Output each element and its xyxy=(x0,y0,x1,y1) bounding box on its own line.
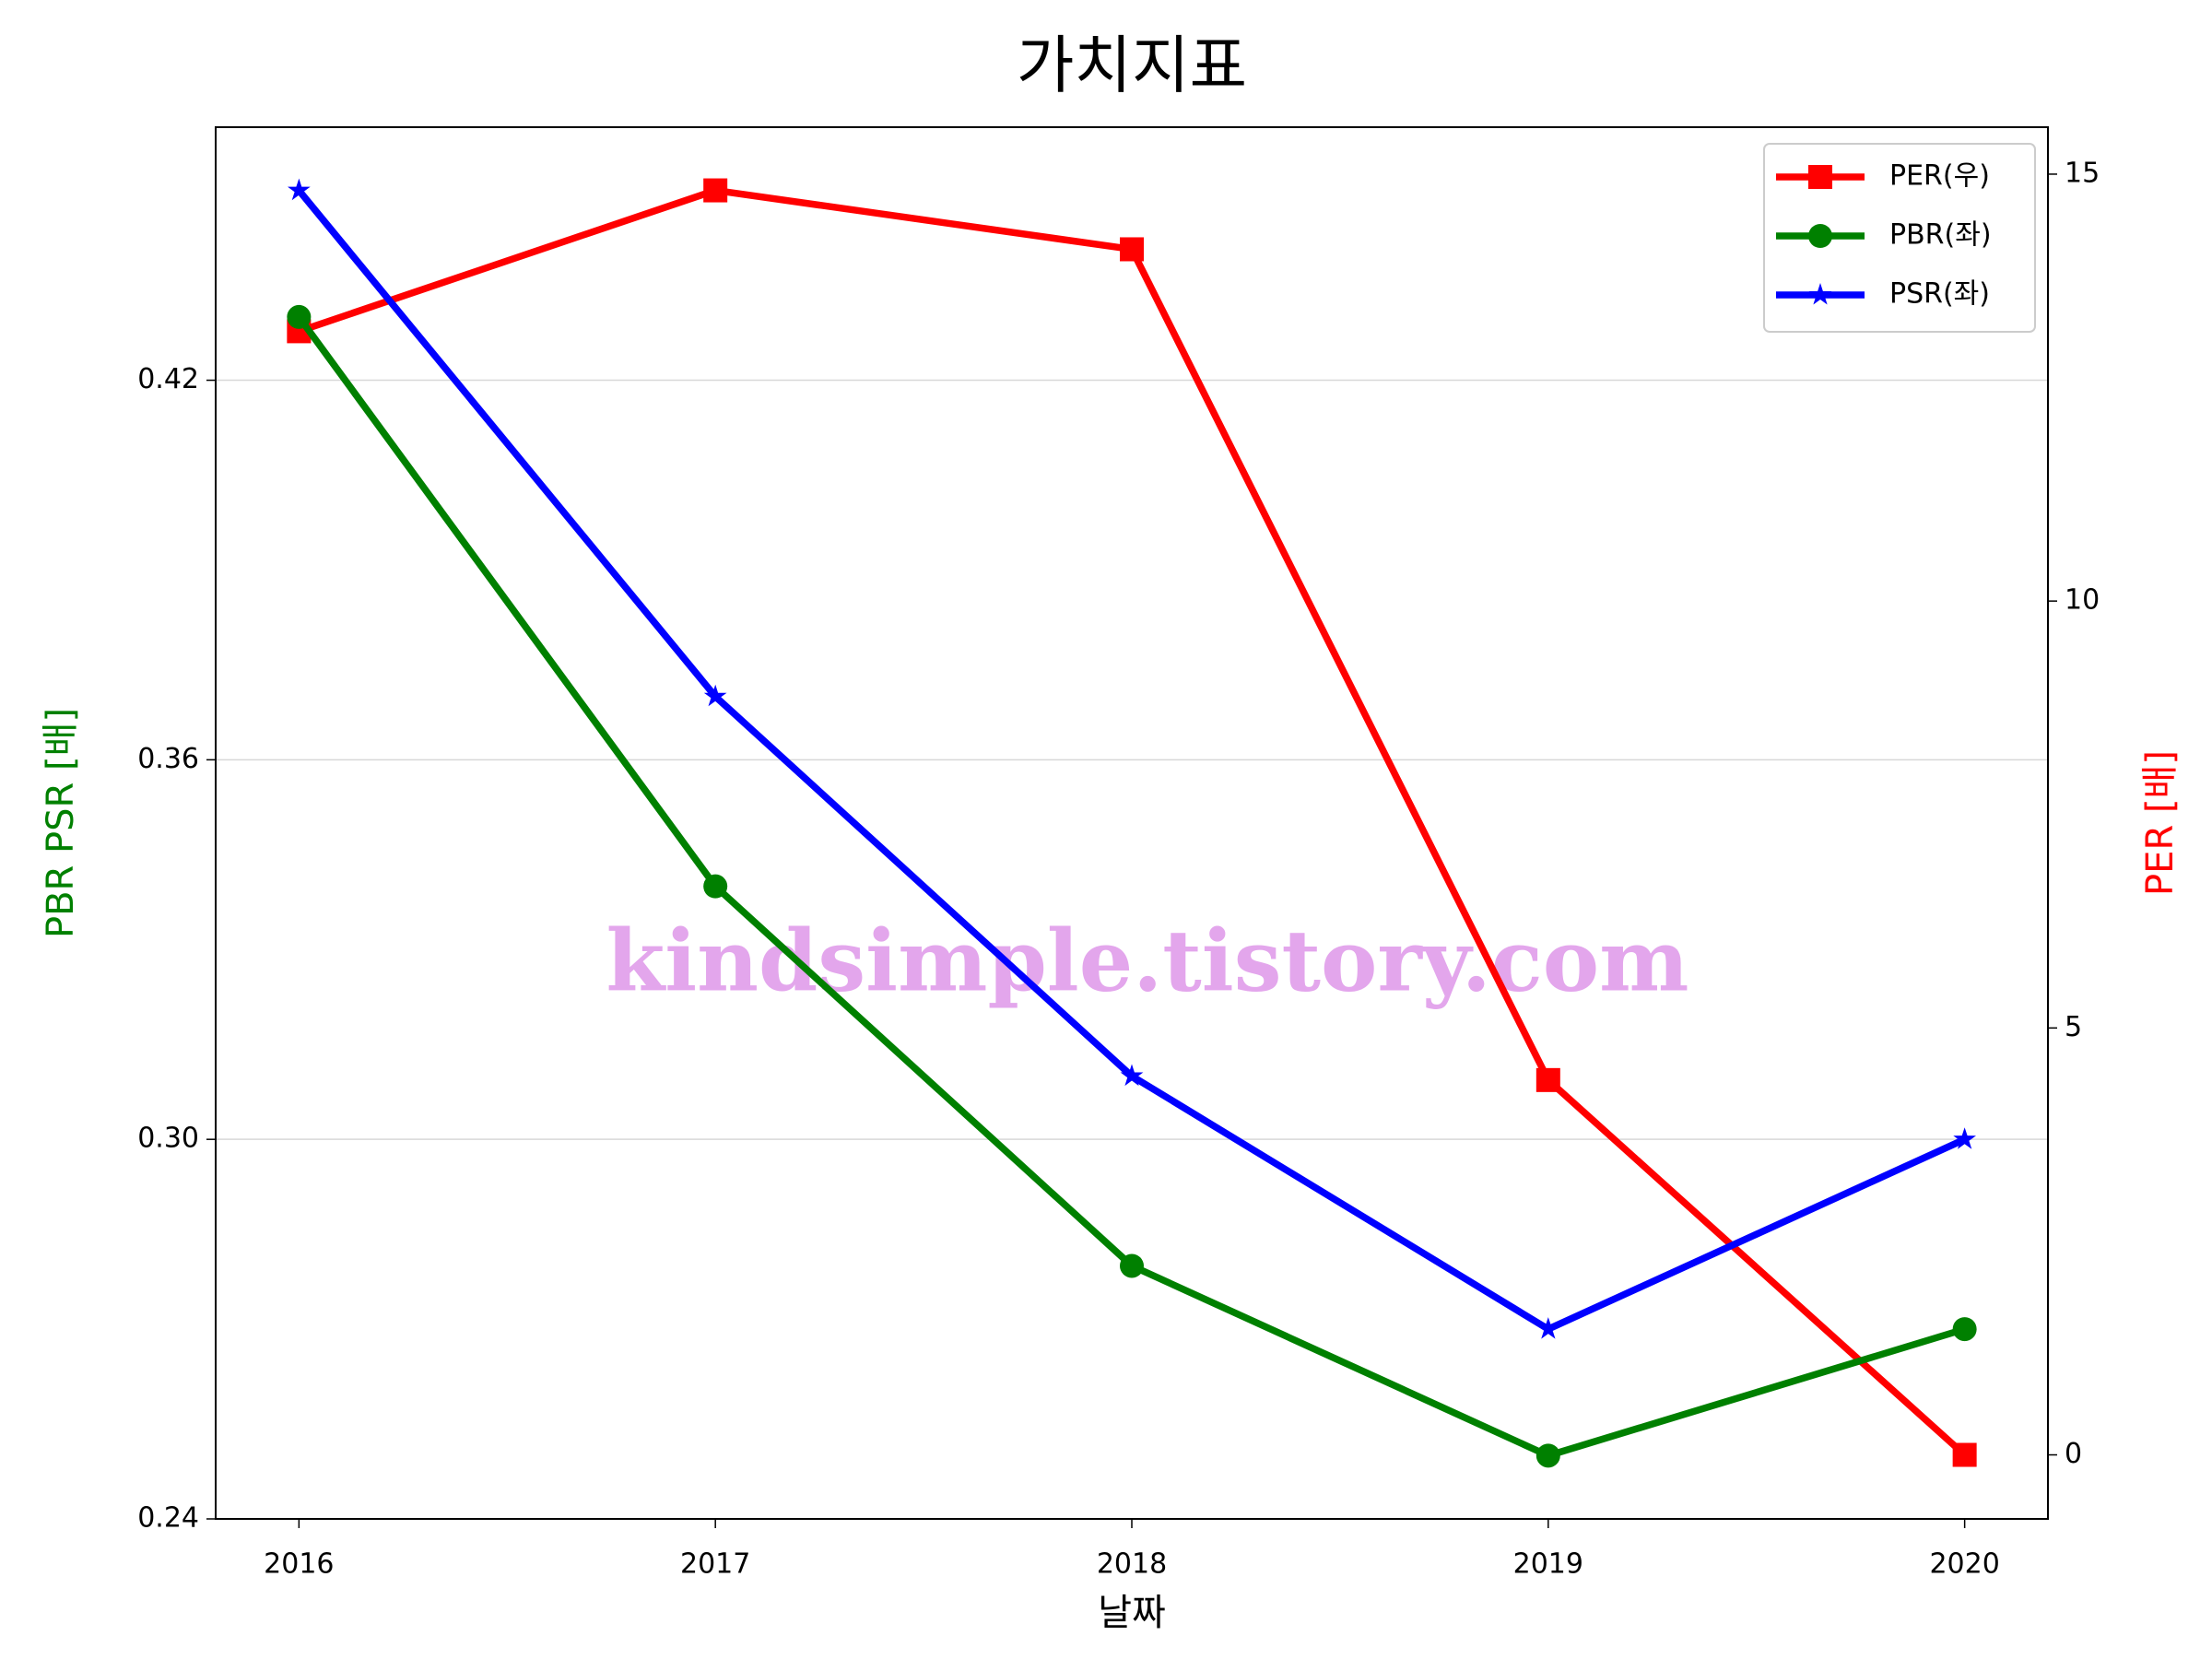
x-tick-label: 2017 xyxy=(680,1548,750,1581)
legend-label: PER(우) xyxy=(1889,160,1990,193)
marker xyxy=(1120,1064,1144,1087)
plot-frame xyxy=(215,126,2049,1520)
y2-tick-label: 5 xyxy=(2065,1011,2082,1043)
marker xyxy=(1808,283,1832,305)
y2-tick-label: 0 xyxy=(2065,1438,2082,1470)
y-tick-label: 0.30 xyxy=(137,1123,199,1155)
y2-axis-label: PER [배] xyxy=(2139,750,2182,896)
x-axis-label: 날짜 xyxy=(1098,1592,1166,1634)
marker xyxy=(703,684,727,707)
watermark: kindsimple.tistory.com xyxy=(606,912,1688,1011)
marker xyxy=(1952,1442,1977,1467)
marker xyxy=(1952,1317,1977,1342)
marker xyxy=(1535,1443,1560,1468)
legend-label: PBR(좌) xyxy=(1889,219,1992,252)
x-tick-label: 2016 xyxy=(264,1548,334,1581)
x-tick-label: 2019 xyxy=(1513,1548,1583,1581)
y2-tick-label: 10 xyxy=(2065,584,2100,617)
marker xyxy=(288,178,311,201)
marker xyxy=(1808,224,1832,248)
marker xyxy=(1536,1317,1560,1339)
x-tick-label: 2018 xyxy=(1097,1548,1167,1581)
y-tick-label: 0.42 xyxy=(137,363,199,395)
chart-title: 가치지표 xyxy=(1017,30,1247,103)
y-tick-label: 0.24 xyxy=(137,1502,199,1535)
y2-tick-label: 15 xyxy=(2065,157,2100,189)
marker xyxy=(1535,1067,1560,1092)
legend-box xyxy=(1763,143,2036,333)
marker xyxy=(1808,165,1832,189)
y-axis-label: PBR PSR [배] xyxy=(40,708,82,938)
marker xyxy=(703,178,728,203)
legend-label: PSR(좌) xyxy=(1889,278,1990,311)
marker xyxy=(703,874,728,899)
y-tick-label: 0.36 xyxy=(137,743,199,775)
marker xyxy=(1120,237,1144,262)
marker xyxy=(287,304,312,329)
x-tick-label: 2020 xyxy=(1929,1548,1999,1581)
marker xyxy=(1953,1127,1976,1149)
marker xyxy=(1120,1253,1144,1278)
